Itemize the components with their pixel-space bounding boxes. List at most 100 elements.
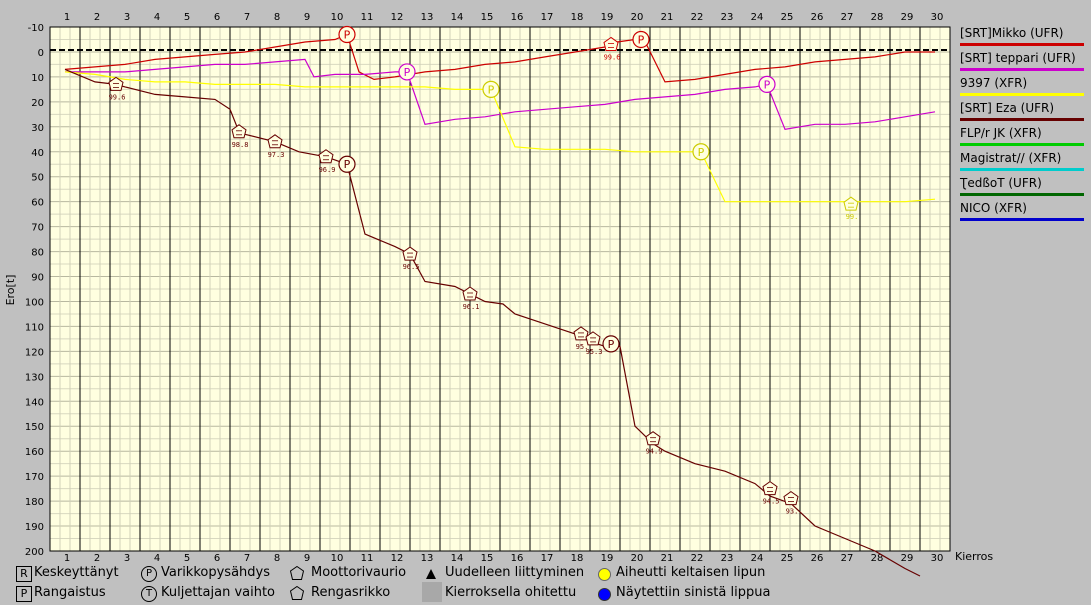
x-tick-label-top: 9	[304, 12, 310, 23]
legend-engine: Moottorivaurio	[311, 565, 407, 580]
engine-failure-icon	[603, 36, 619, 51]
x-tick-label-top: 2	[94, 12, 100, 23]
pit-stop-icon	[338, 155, 356, 173]
x-tick-label-top: 8	[274, 12, 280, 23]
y-tick-label: 10	[31, 73, 44, 84]
y-axis-ticks: -10 0 10 20 30 40 50 60 70 80 90 100 110 120 130 140 150…	[25, 23, 44, 558]
pit-stop-marker: P	[602, 335, 620, 353]
yellow-flag-icon	[598, 568, 611, 581]
legend-yellow: Aiheutti keltaisen lipun	[616, 565, 766, 580]
lapped-icon	[422, 582, 442, 602]
engine-fuel-label: 95.3	[586, 348, 603, 356]
y-tick-label: 50	[31, 173, 44, 184]
legend-item-swatch	[960, 93, 1084, 96]
y-tick-label: -10	[28, 23, 44, 34]
legend-item-swatch	[960, 143, 1084, 146]
rejoin-icon	[426, 569, 436, 579]
x-tick-label-top: 10	[331, 12, 344, 23]
pit-stop-icon	[338, 25, 356, 44]
x-tick-label-top: 13	[421, 12, 434, 23]
legend-item: NICO (XFR)	[958, 201, 1084, 226]
legend-item-label: [SRT]Mikko (UFR)	[960, 26, 1064, 40]
x-tick-label-top: 21	[661, 12, 674, 23]
x-tick-label-top: 19	[601, 12, 614, 23]
event-legend: R Keskeyttänyt P Rangaistus P Varikkopys…	[16, 565, 796, 605]
engine-failure-icon	[573, 326, 589, 341]
y-tick-label: 130	[25, 372, 44, 383]
x-tick-label-bottom: 11	[361, 553, 374, 564]
engine-failure-icon	[585, 331, 601, 346]
x-tick-label-top: 12	[391, 12, 404, 23]
pit-stop-icon	[602, 335, 620, 353]
legend-item-label: ƮedßoT (UFR)	[960, 176, 1042, 190]
pit-stop-marker: P	[692, 143, 710, 161]
x-tick-label-bottom: 2	[94, 553, 100, 564]
engine-failure-marker: 99.6	[108, 76, 125, 101]
series-line	[65, 58, 936, 130]
engine-fuel-label: 96.5	[403, 263, 420, 271]
y-tick-label: 160	[25, 447, 44, 458]
plot-border	[49, 26, 951, 552]
x-tick-label-top: 5	[184, 12, 190, 23]
x-tick-label-top: 16	[511, 12, 524, 23]
legend-item: [SRT] Eza (UFR)	[958, 101, 1084, 126]
y-tick-label: 20	[31, 98, 44, 109]
pit-stop-marker: P	[632, 30, 650, 49]
x-tick-label-bottom: 20	[631, 553, 644, 564]
series-line	[64, 71, 936, 203]
x-tick-label-bottom: 17	[541, 553, 554, 564]
pit-stop-icon	[482, 80, 500, 98]
pit-stop-marker: P	[758, 75, 776, 93]
x-tick-label-bottom: 10	[331, 553, 344, 564]
y-tick-label: 40	[31, 148, 44, 159]
engine-failure-icon	[290, 566, 304, 580]
pit-stop-marker: P	[398, 63, 416, 81]
x-tick-label-bottom: 18	[571, 553, 584, 564]
pit-stop-marker: P	[482, 80, 500, 98]
blue-flag-icon	[598, 588, 611, 601]
x-tick-label-top: 22	[691, 12, 704, 23]
legend-retired: Keskeyttänyt	[34, 565, 119, 580]
y-tick-label: 140	[25, 397, 44, 408]
pit-stop-icon	[632, 30, 650, 49]
pit-stop-letter: P	[488, 83, 495, 96]
pit-stop-letter: P	[638, 33, 645, 46]
x-tick-label-top: 1	[64, 12, 70, 23]
driver-change-icon: T	[141, 586, 157, 602]
x-tick-label-bottom: 1	[64, 553, 70, 564]
y-tick-label: 100	[25, 297, 44, 308]
engine-failure-icon	[783, 490, 799, 506]
x-tick-label-bottom: 19	[601, 553, 614, 564]
legend-item-swatch	[960, 218, 1084, 221]
pit-stop-icon: P	[141, 566, 157, 582]
x-axis-label: Kierros	[955, 550, 993, 563]
y-tick-label: 180	[25, 497, 44, 508]
retired-icon: R	[16, 566, 32, 582]
x-tick-label-bottom: 15	[481, 553, 494, 564]
engine-fuel-label: 97.3	[268, 151, 285, 159]
pit-stop-letter: P	[608, 338, 615, 351]
x-tick-label-top: 11	[361, 12, 374, 23]
engine-failure-icon	[843, 196, 859, 211]
legend-item-label: Magistrat// (XFR)	[960, 151, 1062, 165]
y-tick-label: 150	[25, 422, 44, 433]
engine-fuel-label: 93.	[786, 508, 799, 516]
x-tick-label-bottom: 23	[721, 553, 734, 564]
x-tick-label-bottom: 26	[811, 553, 824, 564]
legend-item-swatch	[960, 68, 1084, 71]
x-tick-label-bottom: 13	[421, 553, 434, 564]
y-tick-label: 110	[25, 322, 44, 333]
tyre-icon	[290, 586, 304, 600]
legend-tyre: Rengasrikko	[311, 585, 391, 600]
x-tick-label-bottom: 24	[751, 553, 764, 564]
x-tick-label-bottom: 28	[871, 553, 884, 564]
x-tick-label-top: 14	[451, 12, 464, 23]
legend-item-swatch	[960, 193, 1084, 196]
pit-stop-icon	[692, 143, 710, 161]
x-tick-label-bottom: 30	[931, 553, 944, 564]
x-tick-label-bottom: 7	[244, 553, 250, 564]
engine-failure-marker: 95.	[573, 326, 589, 351]
x-tick-label-top: 30	[931, 12, 944, 23]
y-tick-label: 30	[31, 123, 44, 134]
